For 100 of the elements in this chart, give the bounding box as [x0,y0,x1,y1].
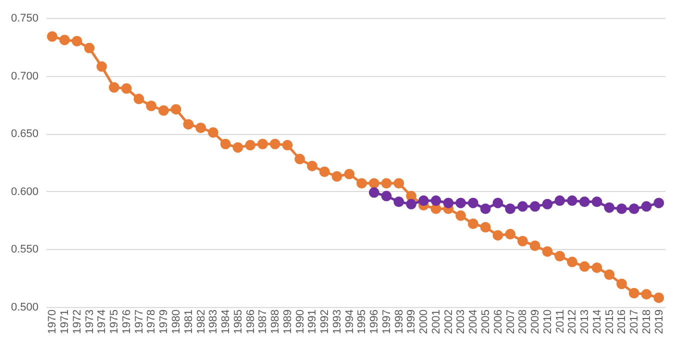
x-tick-label: 2009 [530,310,542,334]
x-tick-label: 1979 [158,310,170,334]
x-tick-label: 2007 [504,310,517,334]
point [406,198,416,210]
point [641,201,652,212]
point [554,250,566,262]
point [319,166,330,177]
x-tick-label: 2017 [628,310,641,334]
x-tick-label: 1970 [46,310,59,334]
x-tick-label: 1986 [244,310,257,334]
x-tick-label: 1991 [306,310,319,334]
point [59,34,70,46]
point [616,204,627,214]
point [394,196,404,208]
x-tick-label: 1982 [195,310,208,334]
point [492,198,504,208]
point [183,119,194,130]
x-tick-label: 2012 [566,310,579,334]
x-tick-label: 1984 [220,310,232,334]
point [443,198,454,208]
x-tick-label: 1974 [96,310,108,334]
x-tick-label: 1981 [182,310,195,334]
point [134,94,144,104]
point [530,240,540,251]
x-tick-label: 1985 [232,310,244,334]
point [170,104,182,115]
x-tick-label: 2000 [418,310,430,334]
point [381,190,392,202]
point [530,201,540,212]
x-tick-label: 1977 [133,310,146,334]
x-tick-label: 1983 [208,310,220,334]
x-tick-label: 2002 [442,310,455,334]
x-tick-label: 2001 [430,310,442,334]
x-tick-label: 1994 [344,310,356,334]
point [592,262,602,273]
point [72,36,82,46]
point [628,288,640,298]
x-tick-label: 2018 [640,310,653,334]
point [566,195,578,206]
point [220,138,231,150]
point [517,236,528,246]
x-tick-label: 1988 [270,310,282,334]
x-tick-label: 1976 [120,310,133,334]
x-tick-label: 1978 [146,310,158,334]
point [158,105,169,116]
point [554,195,566,206]
point [294,154,306,164]
x-tick-label: 1975 [108,310,121,334]
x-tick-label: 2011 [554,310,566,334]
point [579,196,590,208]
x-tick-label: 2004 [468,310,480,334]
point [505,228,516,240]
point [306,160,318,172]
x-tick-label: 2003 [455,310,468,334]
point [245,140,256,150]
point [592,196,602,208]
x-tick-label: 2013 [579,310,592,334]
point [332,171,342,182]
point [641,289,652,300]
point [654,292,664,303]
point [604,269,615,280]
x-tick-label: 2010 [542,310,554,334]
x-tick-label: 1973 [84,310,96,334]
x-tick-label: 1987 [257,310,270,334]
point [418,195,429,206]
point [654,198,664,208]
point [121,83,132,94]
point [381,178,392,189]
x-tick-label: 1998 [393,310,406,334]
point [455,198,466,208]
x-tick-label: 2006 [492,310,504,334]
point [542,246,553,257]
point [146,100,156,112]
x-tick-label: 1997 [380,310,393,334]
point [616,278,627,290]
point [270,138,280,150]
point [480,222,491,232]
point [196,122,206,134]
point [628,204,640,214]
x-tick-label: 1972 [71,310,84,334]
point [604,202,615,213]
x-tick-label: 1999 [406,310,418,334]
x-tick-label: 1980 [170,310,182,334]
y-tick-label: 0.700 [10,70,38,82]
x-tick-label: 1995 [356,310,368,334]
y-tick-label: 0.750 [10,12,38,24]
point [455,210,466,221]
x-tick-label: 2008 [517,310,530,334]
point [394,178,404,189]
x-tick-label: 1993 [331,310,344,334]
point [542,198,553,210]
point [505,204,516,214]
x-tick-label: 2005 [480,310,492,334]
point [208,127,218,138]
point [84,42,95,54]
point [579,261,590,272]
point [368,187,380,198]
point [480,204,491,214]
point [492,230,504,241]
y-tick-label: 0.500 [10,302,38,314]
